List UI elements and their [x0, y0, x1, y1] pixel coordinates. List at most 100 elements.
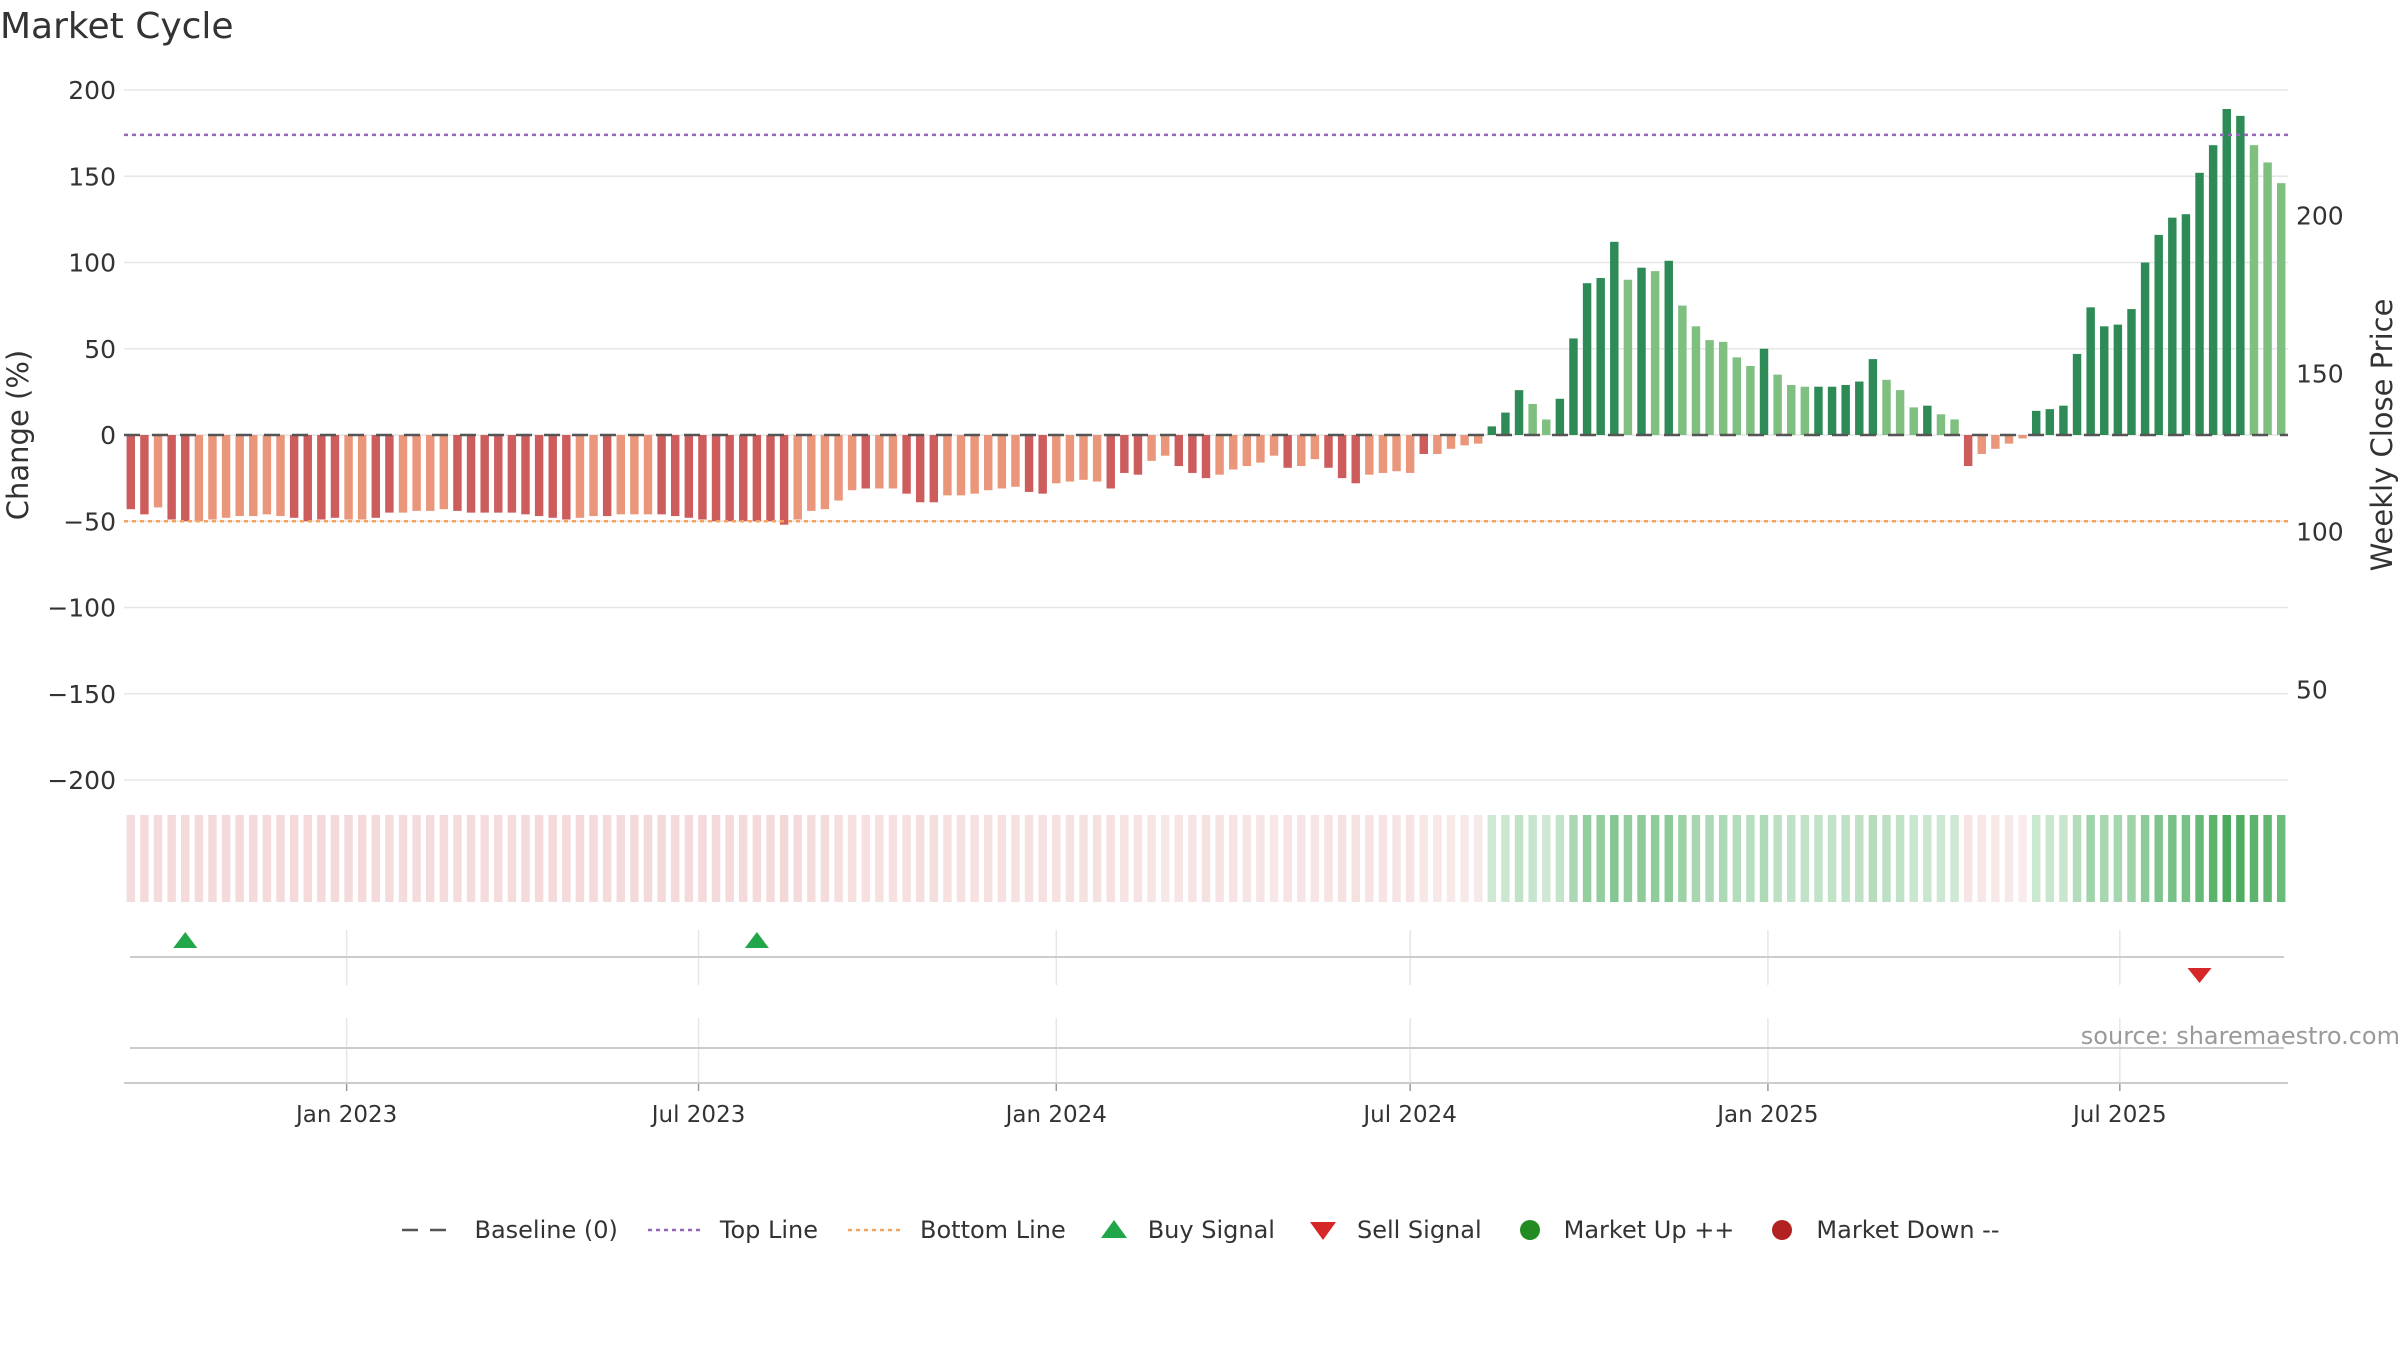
axes: 200 150 100 50 0 −50 −100 −150 −200 50 100 150 200 Ch…	[1, 76, 2399, 1128]
heat-cell	[1229, 815, 1238, 902]
heat-cell	[1610, 815, 1619, 902]
heat-cell	[2140, 815, 2150, 902]
buy-triangle-icon	[1100, 1220, 1127, 1238]
heat-cell	[984, 815, 993, 902]
change-bar	[739, 435, 748, 522]
heat-cell	[1542, 815, 1551, 902]
change-bar	[2127, 309, 2136, 435]
heat-cell	[698, 815, 707, 902]
change-bar	[643, 435, 653, 515]
change-bar	[1582, 283, 1592, 435]
change-bar	[1923, 405, 1932, 435]
change-bar	[2004, 435, 2014, 444]
heat-cell	[1909, 815, 1918, 902]
heat-cell	[1473, 815, 1483, 902]
buy-signal-marker	[173, 932, 198, 948]
change-bar	[235, 435, 244, 517]
legend-item-baseline[interactable]: Baseline (0)	[400, 1216, 618, 1244]
change-bar	[2249, 145, 2259, 435]
heat-cell	[262, 815, 272, 902]
heat-cell	[466, 815, 476, 902]
legend-item-top-line[interactable]: Top Line	[646, 1216, 818, 1244]
legend-item-market-down[interactable]: Market Down --	[1762, 1216, 2000, 1244]
heat-cell	[1664, 815, 1673, 902]
change-bar	[317, 435, 326, 520]
change-bar	[494, 435, 503, 513]
change-bar	[1759, 348, 1769, 435]
y-tick-label: −100	[47, 594, 116, 623]
legend-item-market-up[interactable]: Market Up ++	[1510, 1216, 1734, 1244]
heat-cell	[943, 815, 952, 902]
change-bar	[807, 435, 816, 511]
y-tick-label: 150	[68, 162, 116, 191]
heat-cell	[752, 815, 762, 902]
heat-cell	[1378, 815, 1388, 902]
heat-cell	[2168, 815, 2177, 902]
heat-cell	[1283, 815, 1292, 902]
change-bar	[1882, 379, 1891, 435]
y2-tick-label: 150	[2296, 360, 2344, 389]
heat-cell	[1106, 815, 1115, 902]
sell-triangle-icon	[1309, 1222, 1336, 1240]
x-tick-label: Jan 2024	[1004, 1102, 1107, 1128]
change-bar	[1746, 366, 1755, 435]
y-tick-label: 0	[100, 421, 116, 450]
heat-cell	[140, 815, 149, 902]
heat-cell	[1827, 815, 1837, 902]
heat-cell	[1773, 815, 1782, 902]
heat-cell	[1555, 815, 1565, 902]
change-bar	[1392, 435, 1401, 472]
heat-cell	[1936, 815, 1946, 902]
heat-cell	[1324, 815, 1333, 902]
change-bar	[1610, 241, 1619, 435]
y-tick-label: 50	[84, 335, 116, 364]
heat-cell	[1038, 815, 1047, 902]
legend-item-bottom-line[interactable]: Bottom Line	[846, 1216, 1066, 1244]
change-bar	[1895, 390, 1905, 435]
change-bar	[888, 435, 898, 489]
change-bar	[181, 435, 190, 522]
change-bar	[1950, 419, 1959, 435]
heat-cell	[929, 815, 939, 902]
change-bar	[330, 435, 340, 518]
change-bar	[1501, 412, 1510, 435]
heat-cell	[2249, 815, 2259, 902]
heat-cell	[1678, 815, 1687, 902]
heat-cell	[2113, 815, 2123, 902]
heat-cell	[2045, 815, 2055, 902]
change-bar	[289, 435, 299, 518]
change-bar	[1487, 426, 1497, 435]
y-tick-label: 200	[68, 76, 116, 105]
heat-cell	[1977, 815, 1986, 902]
change-bar	[1705, 340, 1714, 435]
heat-cell	[289, 815, 299, 902]
heat-cell	[480, 815, 489, 902]
heat-cell	[371, 815, 381, 902]
heat-cell	[793, 815, 802, 902]
heat-cell	[249, 815, 258, 902]
legend-item-buy[interactable]: Buy Signal	[1094, 1216, 1275, 1244]
change-bar	[793, 435, 802, 520]
change-bar	[2072, 353, 2082, 435]
heat-cell	[1024, 815, 1034, 902]
heat-cell	[507, 815, 517, 902]
change-bar	[1229, 435, 1238, 470]
legend-item-sell[interactable]: Sell Signal	[1303, 1216, 1482, 1244]
change-bar	[589, 435, 598, 517]
heat-cell	[398, 815, 408, 902]
heat-cell	[357, 815, 367, 902]
heat-cell	[1433, 815, 1442, 902]
heat-cell	[834, 815, 843, 902]
heat-cell	[1882, 815, 1891, 902]
change-bar	[371, 435, 381, 518]
change-bar	[1977, 435, 1986, 454]
heat-cell	[1365, 815, 1374, 902]
change-bar	[1405, 435, 1415, 473]
market-heat-strip	[126, 815, 2286, 902]
heat-cell	[820, 815, 830, 902]
heat-cell	[2236, 815, 2245, 902]
change-bar	[997, 435, 1007, 489]
heat-cell	[1337, 815, 1347, 902]
heat-cell	[1242, 815, 1252, 902]
y-tick-label: −50	[63, 507, 116, 536]
